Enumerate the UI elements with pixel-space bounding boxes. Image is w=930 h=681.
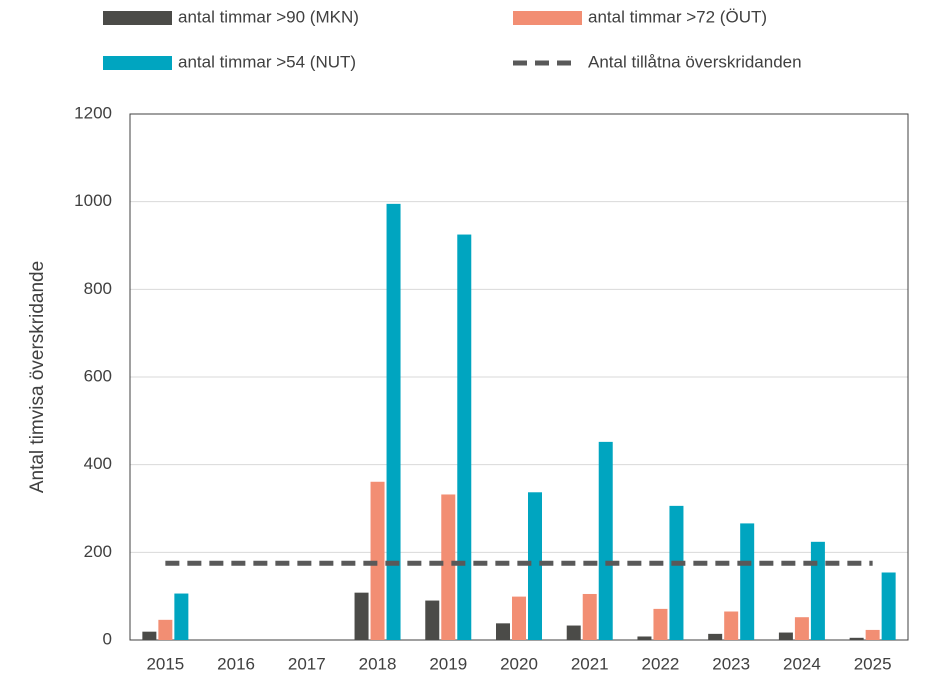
x-tick-label: 2018 (359, 654, 397, 673)
x-tick-label: 2022 (642, 654, 680, 673)
x-tick-label: 2020 (500, 654, 538, 673)
x-tick-label: 2024 (783, 654, 821, 673)
legend-label: antal timmar >72 (ÖUT) (588, 7, 767, 26)
bar (512, 596, 526, 640)
y-tick-label: 1000 (74, 191, 112, 210)
y-tick-label: 800 (84, 279, 112, 298)
bar (174, 593, 189, 640)
bar (794, 617, 809, 640)
x-tick-label: 2019 (429, 654, 467, 673)
bar (457, 234, 472, 640)
legend-label: antal timmar >54 (NUT) (178, 52, 356, 71)
bar (354, 592, 369, 640)
bar (386, 203, 401, 640)
x-tick-label: 2016 (217, 654, 255, 673)
bar (708, 633, 723, 640)
bar (669, 505, 684, 640)
y-tick-label: 600 (84, 366, 112, 385)
y-axis-label: Antal timvisa överskridande (27, 261, 48, 493)
bar (528, 492, 542, 640)
y-tick-label: 1200 (74, 103, 112, 122)
bar (441, 494, 456, 640)
bar (496, 623, 510, 640)
bar (810, 541, 825, 640)
legend-label: Antal tillåtna överskridanden (588, 52, 802, 71)
bar (582, 593, 597, 640)
x-tick-label: 2015 (146, 654, 184, 673)
bar (598, 441, 613, 640)
bar (158, 619, 173, 640)
legend-swatch (103, 56, 172, 70)
legend-label: antal timmar >90 (MKN) (178, 7, 359, 26)
bar (778, 632, 793, 640)
y-tick-label: 200 (84, 542, 112, 561)
bar (865, 629, 880, 640)
x-tick-label: 2017 (288, 654, 326, 673)
x-tick-label: 2025 (854, 654, 892, 673)
x-tick-label: 2023 (712, 654, 750, 673)
bar (849, 637, 864, 640)
bar (724, 611, 739, 640)
y-tick-label: 0 (103, 629, 112, 648)
legend-swatch (513, 11, 582, 25)
bar (653, 608, 668, 640)
bar (425, 600, 440, 640)
y-tick-label: 400 (84, 454, 112, 473)
bar (566, 625, 581, 640)
x-tick-label: 2021 (571, 654, 609, 673)
bar (637, 636, 652, 640)
bar (370, 481, 385, 640)
bar (881, 572, 896, 640)
bar (740, 523, 755, 640)
legend-swatch (103, 11, 172, 25)
bar (142, 631, 157, 640)
